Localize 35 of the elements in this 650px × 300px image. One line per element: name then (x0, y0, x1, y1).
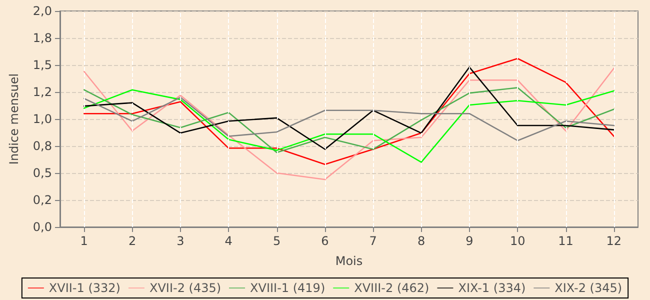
x-tick-label: 8 (417, 234, 426, 248)
x-tick-label: 5 (272, 234, 281, 248)
x-tick-label: 2 (128, 234, 136, 248)
x-axis-title: Mois (335, 254, 363, 268)
line-series (83, 66, 615, 150)
legend-label: XIX-2 (345) (554, 281, 622, 295)
legend-label: XVII-1 (332) (48, 281, 120, 295)
legend-label: XVIII-2 (462) (354, 281, 430, 295)
x-tick-label: 11 (558, 234, 574, 248)
y-tick-label: 0,8 (32, 139, 52, 153)
x-tick-label: 9 (466, 234, 474, 248)
y-tick-label: 1,2 (32, 85, 52, 99)
line-series (83, 87, 615, 154)
x-tick-label: 1 (80, 234, 88, 248)
line-series (83, 96, 615, 142)
y-axis-title: Indice mensuel (7, 73, 21, 165)
y-tick-label: 0,0 (32, 220, 52, 234)
y-tick-label: 1,5 (32, 58, 52, 72)
y-tick-label: 0,5 (32, 166, 52, 180)
y-tick-label: 2,0 (32, 4, 52, 18)
x-tick-label: 12 (606, 234, 622, 248)
x-tick-label: 6 (321, 234, 329, 248)
x-tick-label: 10 (510, 234, 526, 248)
x-tick-label: 7 (369, 234, 377, 248)
y-tick-label: 1,8 (32, 31, 52, 45)
x-tick-label: 4 (224, 234, 232, 248)
line-series (83, 68, 615, 180)
line-series (83, 89, 615, 163)
x-tick-label: 3 (176, 234, 184, 248)
legend-label: XVII-2 (435) (149, 281, 222, 295)
y-tick-label: 0,2 (32, 193, 52, 207)
legend-label: XIX-1 (334) (458, 281, 526, 295)
line-series (83, 58, 615, 166)
legend-label: XVIII-1 (419) (250, 281, 326, 295)
y-tick-label: 1,0 (32, 112, 52, 126)
